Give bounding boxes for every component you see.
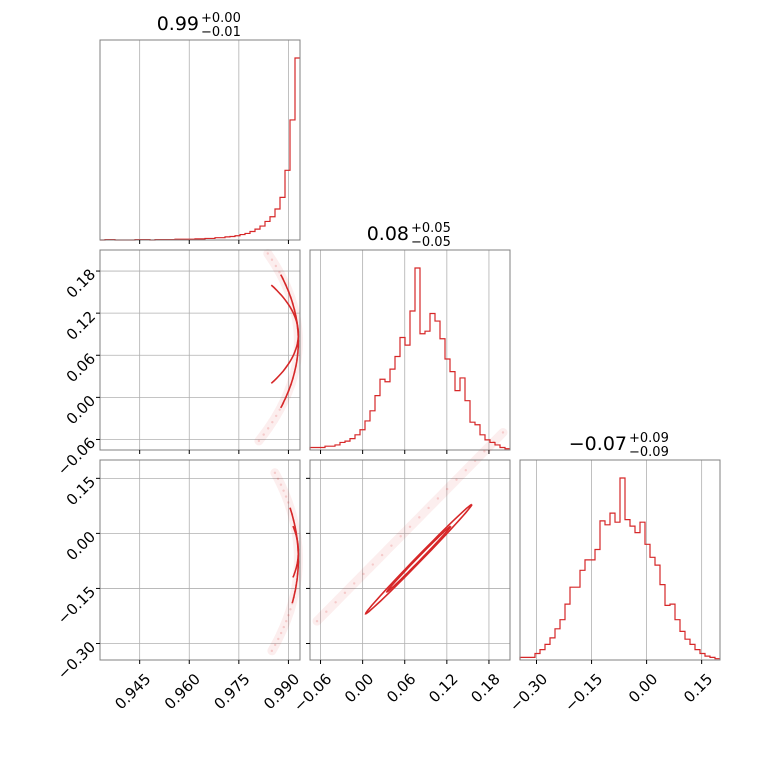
histogram-panel-p2: −0.30 −0.15 0.00 0.15: [506, 459, 721, 715]
title-p2-median: −0.07: [569, 433, 627, 455]
y-tick-label: 0.00: [63, 528, 99, 564]
p0-p1-inner-contour: [270, 284, 300, 384]
panel-frame: [99, 39, 301, 241]
p0-p2-density: [267, 468, 303, 656]
sample-point: [278, 271, 281, 274]
title-p2-lower: −0.09: [629, 445, 669, 460]
y-tick-label: 0.12: [63, 308, 99, 344]
sample-point: [362, 572, 365, 576]
sample-point: [325, 610, 328, 613]
y-tick-label: 0.00: [63, 392, 99, 428]
scatter-panel-p0-p1: −0.06 0.00 0.06 0.12 0.18: [54, 249, 303, 479]
p1-p2-outer-contour: [364, 503, 473, 615]
sample-point: [282, 489, 285, 492]
p1-p2-inner-contour: [385, 525, 452, 593]
sample-point: [353, 582, 356, 585]
sample-point: [287, 614, 290, 617]
y-tick-label: 0.18: [63, 265, 99, 301]
p0-p2-inner-contour: [292, 525, 300, 578]
sample-point: [285, 619, 288, 623]
sample-point: [399, 535, 402, 538]
title-p0: 0.99 +0.00 −0.01: [157, 11, 241, 40]
sample-point: [501, 431, 505, 434]
histogram-p1: [309, 267, 510, 450]
sample-point: [464, 469, 467, 472]
title-p0-upper: +0.00: [201, 11, 241, 26]
sample-point: [289, 608, 292, 611]
sample-point: [408, 525, 412, 529]
sample-point: [262, 433, 265, 436]
sample-point: [343, 591, 347, 595]
scatter-panel-p1-p2: −0.06 0.00 0.06 0.12 0.18: [290, 428, 511, 715]
title-p2-upper: +0.09: [629, 431, 669, 446]
x-tick-label: 0.975: [210, 670, 253, 713]
sample-point: [270, 649, 274, 653]
sample-point: [276, 477, 280, 480]
histogram-panel-p0: [99, 39, 301, 244]
title-p0-lower: −0.01: [201, 25, 241, 40]
sample-point: [418, 516, 421, 519]
title-p0-median: 0.99: [157, 13, 199, 35]
histogram-p2: [519, 477, 720, 660]
x-tick-label: 0.00: [341, 670, 377, 706]
panel-frame: [519, 459, 721, 661]
x-tick-label: 0.12: [425, 670, 461, 706]
panel-frame: [309, 249, 511, 451]
sample-point: [427, 506, 430, 510]
sample-point: [266, 252, 269, 255]
x-tick-label: −0.30: [506, 670, 551, 715]
sample-point: [279, 631, 283, 635]
sample-point: [380, 553, 384, 557]
y-tick-label: 0.06: [63, 350, 99, 386]
histogram-panel-p1: [309, 249, 511, 454]
y-tick-label: −0.15: [54, 583, 99, 628]
sample-point: [455, 478, 458, 481]
x-tick-label: 0.06: [383, 670, 419, 706]
sample-point: [492, 440, 495, 444]
sample-point: [273, 643, 277, 647]
sample-point: [390, 544, 393, 547]
sample-point: [278, 408, 281, 411]
title-p1-median: 0.08: [367, 223, 409, 245]
sample-point: [270, 258, 274, 261]
sample-point: [271, 420, 274, 424]
sample-point: [483, 450, 486, 453]
sample-point: [274, 264, 278, 268]
x-tick-label: 0.18: [467, 670, 503, 706]
sample-point: [257, 439, 261, 443]
p0-p1-density: [254, 249, 303, 446]
panel-frame: [99, 459, 301, 661]
title-p1: 0.08 +0.05 −0.05: [367, 221, 451, 250]
x-tick-label: 0.00: [625, 670, 661, 706]
y-tick-label: 0.15: [63, 473, 99, 509]
sample-point: [282, 625, 285, 629]
p1-p2-density: [312, 428, 508, 626]
panel-frame: [99, 249, 301, 451]
sample-point: [445, 487, 449, 491]
x-tick-label: 0.945: [111, 670, 154, 713]
x-tick-label: −0.15: [561, 670, 606, 715]
title-p2: −0.07 +0.09 −0.09: [569, 431, 669, 460]
y-tick-label: −0.06: [54, 434, 99, 479]
sample-point: [273, 471, 277, 475]
title-p1-upper: +0.05: [411, 221, 451, 236]
sample-point: [287, 501, 290, 504]
sample-point: [279, 483, 283, 486]
y-tick-label: −0.30: [54, 638, 99, 683]
histogram-p0: [100, 57, 300, 241]
title-p1-lower: −0.05: [411, 235, 451, 250]
sample-point: [315, 619, 319, 623]
sample-point: [334, 601, 337, 604]
sample-point: [277, 637, 280, 641]
sample-point: [284, 495, 288, 498]
panel-frame: [309, 459, 511, 661]
scatter-panel-p0-p2: 0.945 0.960 0.975 0.990−0.30−0.150.000.15: [54, 459, 303, 713]
sample-point: [436, 497, 440, 500]
x-tick-label: 0.15: [680, 670, 716, 706]
sample-point: [275, 414, 278, 418]
sample-point: [371, 563, 375, 566]
x-tick-label: 0.960: [161, 670, 204, 713]
sample-point: [266, 427, 270, 430]
